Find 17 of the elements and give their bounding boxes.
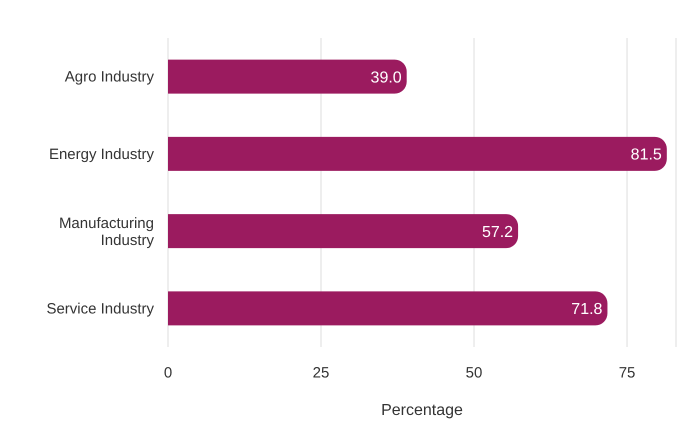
y-tick-label: Manufacturing Industry xyxy=(58,215,154,250)
data-label: 39.0 xyxy=(370,69,402,86)
x-tick-label: 25 xyxy=(312,364,330,382)
bar xyxy=(168,136,667,171)
bar xyxy=(168,214,518,248)
y-tick-label: Service Industry xyxy=(46,300,154,318)
data-label: 81.5 xyxy=(630,146,662,164)
x-tick-label: 75 xyxy=(618,364,636,382)
x-tick-label: 0 xyxy=(164,364,172,382)
x-axis-title: Percentage xyxy=(381,402,464,419)
data-label: 71.8 xyxy=(571,301,603,318)
y-tick-label: Energy Industry xyxy=(48,146,154,163)
y-tick-label: Agro Industry xyxy=(64,68,154,86)
bar xyxy=(168,291,608,326)
bar xyxy=(168,60,407,94)
data-label: 57.2 xyxy=(482,224,514,241)
x-tick-label: 50 xyxy=(466,364,482,382)
